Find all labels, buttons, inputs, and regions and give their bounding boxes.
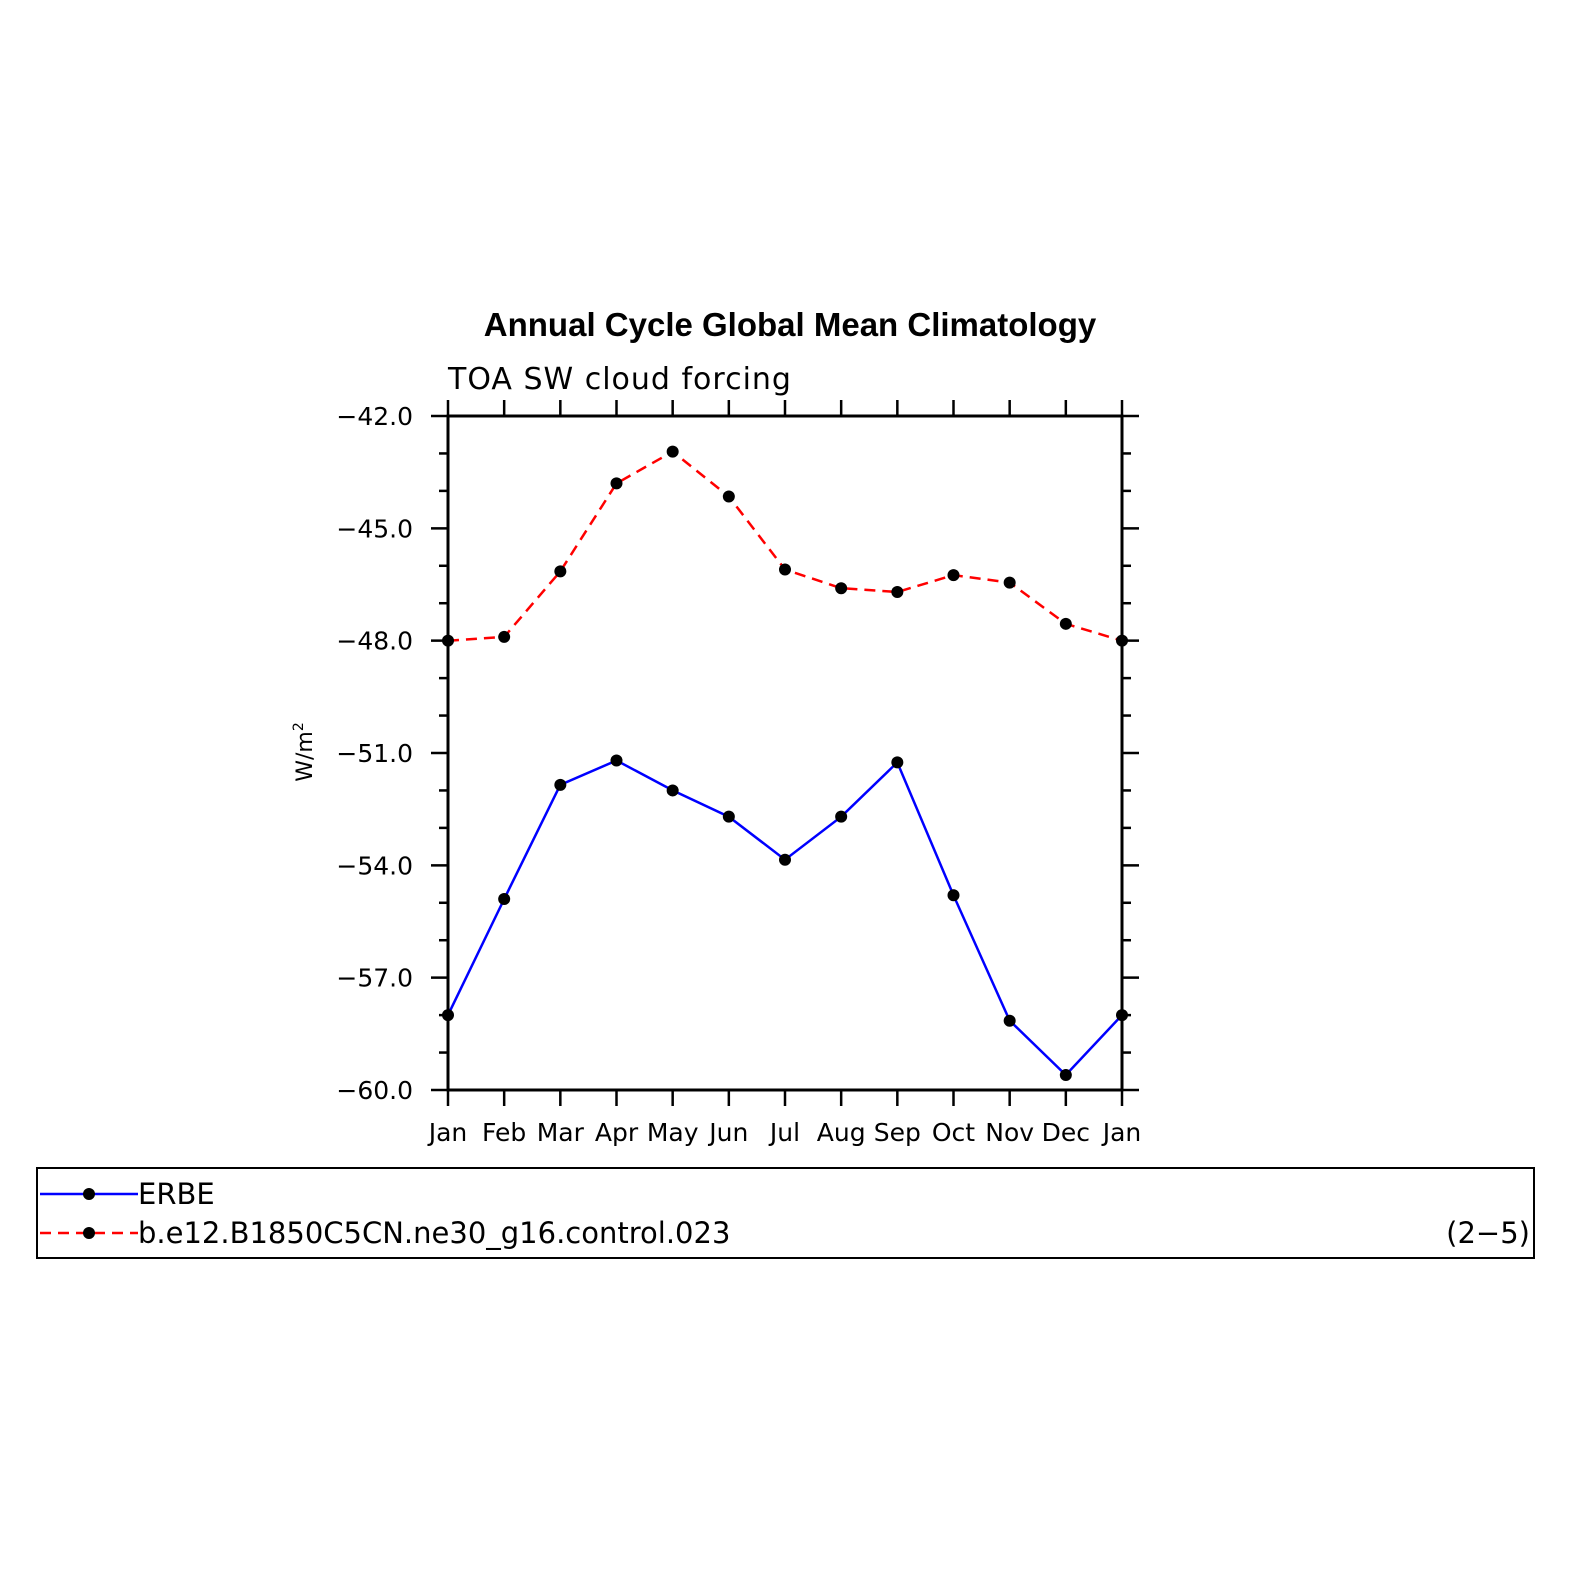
series-0-point (1003, 1014, 1016, 1027)
x-tick-label: Oct (932, 1118, 975, 1147)
y-tick-labels: −42.0 −45.0 −48.0 −51.0 −54.0 −57.0 −60.0 (336, 402, 413, 1105)
y-tick-label: −60.0 (336, 1076, 413, 1105)
series-1-point (666, 445, 679, 458)
y-axis-label-sup: 2 (291, 722, 307, 731)
series-1-point (947, 569, 960, 582)
chart-title: Annual Cycle Global Mean Climatology (484, 306, 1097, 343)
series-1-point (835, 582, 848, 595)
x-tick-label: Sep (874, 1118, 921, 1147)
series-1-point (891, 585, 904, 598)
legend-label-model: b.e12.B1850C5CN.ne30_g16.control.023 (138, 1216, 730, 1250)
legend-box (36, 1167, 1535, 1259)
x-tick-labels: Jan Feb Mar Apr May Jun Jul Aug Sep Oct Nov Dec Jan (427, 1118, 1142, 1147)
legend-marker-erbe (83, 1188, 95, 1200)
x-tick-label: Aug (817, 1118, 866, 1147)
series-0-point (610, 754, 623, 767)
series-0-point (835, 810, 848, 823)
x-tick-label: Jan (1101, 1118, 1142, 1147)
series-0-point (722, 810, 735, 823)
series-1-point (1059, 617, 1072, 630)
x-tick-label: Feb (482, 1118, 526, 1147)
series-1-point (610, 477, 623, 490)
legend: ERBE b.e12.B1850C5CN.ne30_g16.control.02… (36, 1167, 1535, 1259)
y-tick-label: −54.0 (336, 851, 413, 880)
x-tick-label: Mar (537, 1118, 585, 1147)
series-line-0 (446, 759, 1123, 1077)
x-tick-label: Jun (707, 1118, 748, 1147)
series-layer (442, 445, 1128, 1082)
x-tick-label: Jan (427, 1118, 468, 1147)
series-1-point (722, 490, 735, 503)
y-axis-label-text: W/m (293, 731, 318, 782)
x-tick-label: May (647, 1118, 699, 1147)
y-tick-label: −42.0 (336, 402, 413, 431)
series-0-point (1059, 1069, 1072, 1082)
axis-ticks (431, 400, 1139, 1106)
chart-subtitle: TOA SW cloud forcing (447, 362, 792, 397)
series-0-point (554, 778, 567, 791)
x-tick-label: Apr (595, 1118, 639, 1147)
legend-label-erbe: ERBE (138, 1177, 215, 1211)
x-tick-label: Nov (985, 1118, 1034, 1147)
y-tick-label: −57.0 (336, 964, 413, 993)
y-tick-label: −45.0 (336, 514, 413, 543)
series-1-point (498, 630, 511, 643)
x-tick-label: Jul (768, 1118, 800, 1147)
y-axis-label: W/m2 (291, 722, 318, 782)
panel-label: (2−5) (1446, 1216, 1530, 1250)
y-tick-label: −48.0 (336, 627, 413, 656)
x-tick-label: Dec (1042, 1118, 1090, 1147)
series-1-point (554, 565, 567, 578)
series-1-point (1003, 576, 1016, 589)
series-1-point (779, 563, 791, 576)
series-0-point (891, 756, 904, 769)
series-0-point (947, 889, 960, 902)
series-0-point (498, 893, 511, 906)
series-0-point (779, 853, 791, 866)
series-0-point (666, 784, 679, 797)
series-line-1 (447, 450, 1123, 642)
legend-marker-model (83, 1227, 95, 1239)
y-tick-label: −51.0 (336, 739, 413, 768)
plot-frame (446, 414, 1124, 1092)
